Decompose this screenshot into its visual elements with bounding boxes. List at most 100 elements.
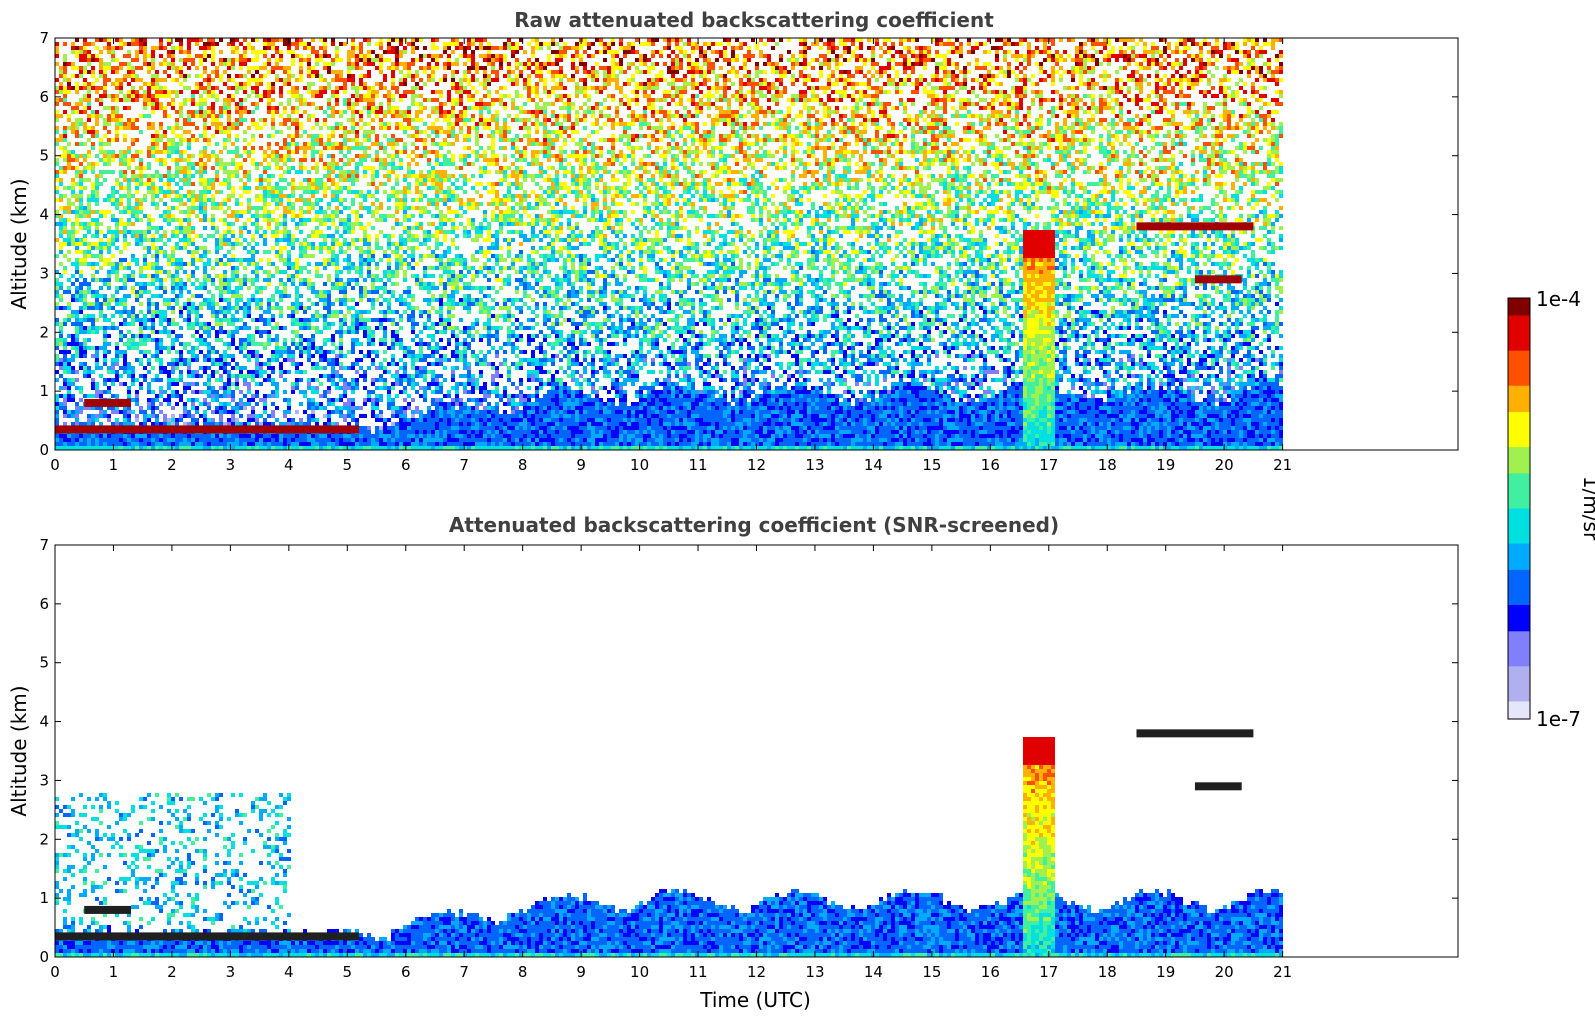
heatmap-cell: [95, 130, 99, 134]
heatmap-cell: [75, 314, 79, 318]
heatmap-cell: [175, 230, 179, 234]
heatmap-cell: [327, 250, 331, 254]
heatmap-cell: [207, 258, 211, 262]
heatmap-cell: [227, 342, 231, 346]
heatmap-cell: [219, 330, 223, 334]
heatmap-cell: [379, 438, 383, 442]
heatmap-cell: [55, 278, 59, 282]
heatmap-cell: [183, 438, 187, 442]
heatmap-cell: [315, 170, 319, 174]
heatmap-cell: [243, 54, 247, 58]
heatmap-cell: [195, 318, 199, 322]
heatmap-cell: [207, 298, 211, 302]
heatmap-cell: [263, 438, 267, 442]
heatmap-cell: [283, 378, 287, 382]
heatmap-cell: [103, 294, 107, 298]
heatmap-cell: [139, 230, 143, 234]
heatmap-cell: [383, 330, 387, 334]
heatmap-cell: [307, 306, 311, 310]
heatmap-cell: [291, 274, 295, 278]
heatmap-cell: [267, 270, 271, 274]
heatmap-cell: [175, 278, 179, 282]
heatmap-cell: [379, 294, 383, 298]
heatmap-cell: [159, 286, 163, 290]
heatmap-cell: [111, 194, 115, 198]
heatmap-cell: [243, 58, 247, 62]
heatmap-cell: [123, 154, 127, 158]
heatmap-cell: [295, 286, 299, 290]
heatmap-cell: [295, 118, 299, 122]
heatmap-cell: [291, 246, 295, 250]
heatmap-cell: [279, 442, 283, 446]
heatmap-cell: [79, 142, 83, 146]
heatmap-cell: [147, 178, 151, 182]
heatmap-cell: [203, 366, 207, 370]
heatmap-cell: [163, 190, 167, 194]
heatmap-cell: [131, 142, 135, 146]
heatmap-cell: [315, 362, 319, 366]
heatmap-cell: [139, 290, 143, 294]
heatmap-cell: [75, 338, 79, 342]
heatmap-cell: [63, 166, 67, 170]
heatmap-cell: [175, 218, 179, 222]
heatmap-cell: [107, 194, 111, 198]
heatmap-cell: [139, 362, 143, 366]
heatmap-cell: [143, 50, 147, 54]
heatmap-cell: [83, 210, 87, 214]
heatmap-cell: [291, 266, 295, 270]
heatmap-cell: [103, 338, 107, 342]
heatmap-cell: [255, 250, 259, 254]
heatmap-cell: [99, 150, 103, 154]
heatmap-cell: [235, 310, 239, 314]
heatmap-cell: [335, 54, 339, 58]
heatmap-cell: [79, 190, 83, 194]
heatmap-cell: [327, 146, 331, 150]
heatmap-cell: [59, 218, 63, 222]
heatmap-cell: [199, 306, 203, 310]
heatmap-cell: [131, 446, 135, 450]
heatmap-cell: [255, 58, 259, 62]
heatmap-cell: [367, 154, 371, 158]
heatmap-cell: [295, 42, 299, 46]
heatmap-cell: [159, 174, 163, 178]
heatmap-cell: [255, 350, 259, 354]
heatmap-cell: [311, 242, 315, 246]
heatmap-cell: [351, 306, 355, 310]
heatmap-cell: [371, 86, 375, 90]
heatmap-cell: [267, 282, 271, 286]
heatmap-cell: [163, 174, 167, 178]
heatmap-cell: [271, 126, 275, 130]
heatmap-cell: [123, 354, 127, 358]
heatmap-cell: [383, 282, 387, 286]
heatmap-cell: [295, 126, 299, 130]
heatmap-cell: [231, 98, 235, 102]
heatmap-cell: [219, 286, 223, 290]
heatmap-cell: [283, 78, 287, 82]
heatmap-cell: [115, 434, 119, 438]
heatmap-cell: [379, 278, 383, 282]
heatmap-cell: [159, 90, 163, 94]
heatmap-cell: [187, 250, 191, 254]
heatmap-cell: [79, 242, 83, 246]
heatmap-cell: [231, 58, 235, 62]
heatmap-cell: [167, 330, 171, 334]
heatmap-cell: [127, 262, 131, 266]
heatmap-cell: [347, 330, 351, 334]
heatmap-cell: [99, 394, 103, 398]
heatmap-cell: [239, 98, 243, 102]
heatmap-cell: [323, 118, 327, 122]
heatmap-cell: [147, 114, 151, 118]
heatmap-cell: [179, 110, 183, 114]
heatmap-cell: [59, 198, 63, 202]
heatmap-cell: [335, 438, 339, 442]
heatmap-cell: [203, 122, 207, 126]
heatmap-cell: [131, 98, 135, 102]
heatmap-cell: [71, 194, 75, 198]
heatmap-cell: [323, 78, 327, 82]
heatmap-cell: [95, 390, 99, 394]
heatmap-cell: [119, 66, 123, 70]
heatmap-cell: [367, 74, 371, 78]
heatmap-cell: [87, 138, 91, 142]
heatmap-cell: [127, 198, 131, 202]
heatmap-cell: [327, 302, 331, 306]
